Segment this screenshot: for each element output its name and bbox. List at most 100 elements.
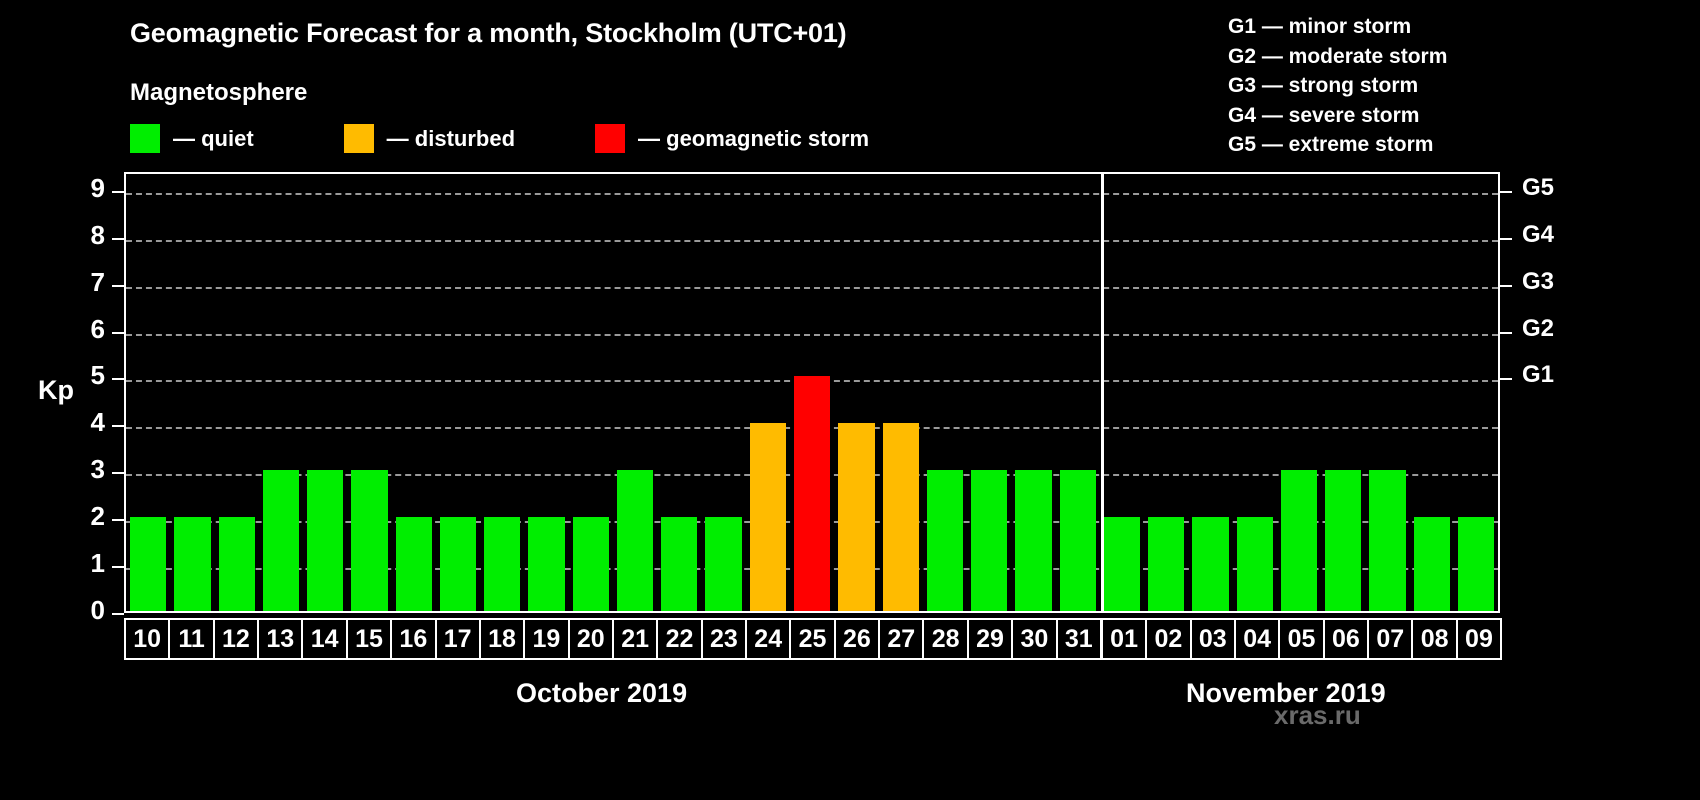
bar-cell[interactable]: [1233, 174, 1277, 611]
bar-cell[interactable]: [834, 174, 878, 611]
g-tick-mark-G4: [1500, 237, 1512, 240]
bar-cell[interactable]: [436, 174, 480, 611]
day-label-27[interactable]: 27: [878, 618, 925, 660]
day-label-16[interactable]: 16: [390, 618, 437, 660]
bar-cell[interactable]: [170, 174, 214, 611]
day-label-30[interactable]: 30: [1011, 618, 1058, 660]
bar-cell[interactable]: [126, 174, 170, 611]
bar-cell[interactable]: [569, 174, 613, 611]
bar-cell[interactable]: [347, 174, 391, 611]
bar-05[interactable]: [1280, 470, 1318, 611]
bar-cell[interactable]: [1454, 174, 1498, 611]
day-label-10[interactable]: 10: [124, 618, 171, 660]
day-label-11[interactable]: 11: [168, 618, 215, 660]
gridline-kp-8: [126, 239, 1498, 242]
bar-cell[interactable]: [1100, 174, 1144, 611]
day-label-31[interactable]: 31: [1055, 618, 1102, 660]
day-label-22[interactable]: 22: [656, 618, 703, 660]
day-label-17[interactable]: 17: [434, 618, 481, 660]
bar-21[interactable]: [616, 470, 654, 611]
day-label-23[interactable]: 23: [700, 618, 748, 660]
bar-28[interactable]: [926, 470, 964, 611]
bar-cell[interactable]: [1144, 174, 1188, 611]
day-label-01[interactable]: 01: [1099, 618, 1148, 660]
bar-31[interactable]: [1059, 470, 1096, 611]
bar-cell[interactable]: [1011, 174, 1055, 611]
day-label-28[interactable]: 28: [922, 618, 969, 660]
month-caption-october: October 2019: [516, 678, 688, 708]
bar-26[interactable]: [838, 423, 875, 611]
day-label-29[interactable]: 29: [966, 618, 1014, 660]
bar-19[interactable]: [528, 517, 565, 611]
bar-12[interactable]: [218, 517, 255, 611]
bar-18[interactable]: [484, 517, 521, 611]
bar-14[interactable]: [307, 470, 344, 611]
day-label-20[interactable]: 20: [567, 618, 614, 660]
day-label-15[interactable]: 15: [345, 618, 393, 660]
day-label-19[interactable]: 19: [523, 618, 570, 660]
bar-16[interactable]: [395, 517, 432, 611]
day-label-21[interactable]: 21: [611, 618, 659, 660]
day-label-strip: 10 11 12 13 14 15 16 17 18 19 20 21 22 23 24 25 26 27 28 29…: [124, 618, 1503, 660]
bar-cell[interactable]: [480, 174, 524, 611]
day-label-05[interactable]: 05: [1278, 618, 1325, 660]
bar-27[interactable]: [882, 423, 919, 611]
day-label-09[interactable]: 09: [1455, 618, 1503, 660]
bar-cell[interactable]: [657, 174, 701, 611]
bar-cell[interactable]: [1277, 174, 1321, 611]
bar-25[interactable]: [793, 376, 831, 611]
bar-08[interactable]: [1413, 517, 1450, 611]
bar-cell[interactable]: [1188, 174, 1232, 611]
bar-cell[interactable]: [613, 174, 657, 611]
bar-cell[interactable]: [1056, 174, 1100, 611]
bar-22[interactable]: [661, 517, 698, 611]
bar-cell[interactable]: [701, 174, 745, 611]
day-label-04[interactable]: 04: [1233, 618, 1281, 660]
bar-17[interactable]: [439, 517, 477, 611]
day-label-26[interactable]: 26: [833, 618, 881, 660]
bar-23[interactable]: [705, 517, 742, 611]
day-label-18[interactable]: 18: [478, 618, 526, 660]
day-label-03[interactable]: 03: [1189, 618, 1236, 660]
day-label-14[interactable]: 14: [301, 618, 348, 660]
bar-01[interactable]: [1103, 517, 1141, 611]
bar-07[interactable]: [1369, 470, 1406, 611]
bar-06[interactable]: [1325, 470, 1362, 611]
day-label-06[interactable]: 06: [1322, 618, 1370, 660]
bar-cell[interactable]: [215, 174, 259, 611]
bar-04[interactable]: [1236, 517, 1273, 611]
bar-02[interactable]: [1148, 517, 1185, 611]
bar-cell[interactable]: [746, 174, 790, 611]
bar-cell[interactable]: [1321, 174, 1365, 611]
day-label-12[interactable]: 12: [212, 618, 260, 660]
day-label-24[interactable]: 24: [745, 618, 792, 660]
bar-cell[interactable]: [259, 174, 303, 611]
bar-15[interactable]: [351, 470, 388, 611]
bar-11[interactable]: [174, 517, 211, 611]
day-label-07[interactable]: 07: [1367, 618, 1414, 660]
bar-cell[interactable]: [923, 174, 967, 611]
bar-09[interactable]: [1457, 517, 1495, 611]
bar-cell[interactable]: [1410, 174, 1454, 611]
bar-10[interactable]: [129, 517, 167, 611]
bar-cell[interactable]: [303, 174, 347, 611]
bar-cell[interactable]: [392, 174, 436, 611]
day-label-13[interactable]: 13: [257, 618, 304, 660]
y-tick-label-3: 3: [90, 454, 105, 485]
bar-cell[interactable]: [879, 174, 923, 611]
bar-13[interactable]: [262, 470, 300, 611]
bar-cell[interactable]: [790, 174, 834, 611]
bar-cell[interactable]: [524, 174, 568, 611]
day-label-25[interactable]: 25: [789, 618, 836, 660]
day-label-02[interactable]: 02: [1145, 618, 1192, 660]
bar-24[interactable]: [749, 423, 786, 611]
bar-cell[interactable]: [967, 174, 1011, 611]
y-tick-label-8: 8: [90, 219, 105, 250]
bar-cell[interactable]: [1365, 174, 1409, 611]
day-label-08[interactable]: 08: [1411, 618, 1458, 660]
g-tick-mark-G2: [1500, 331, 1512, 334]
bar-30[interactable]: [1015, 470, 1052, 611]
bar-20[interactable]: [572, 517, 609, 611]
bar-29[interactable]: [971, 470, 1008, 611]
bar-03[interactable]: [1192, 517, 1229, 611]
